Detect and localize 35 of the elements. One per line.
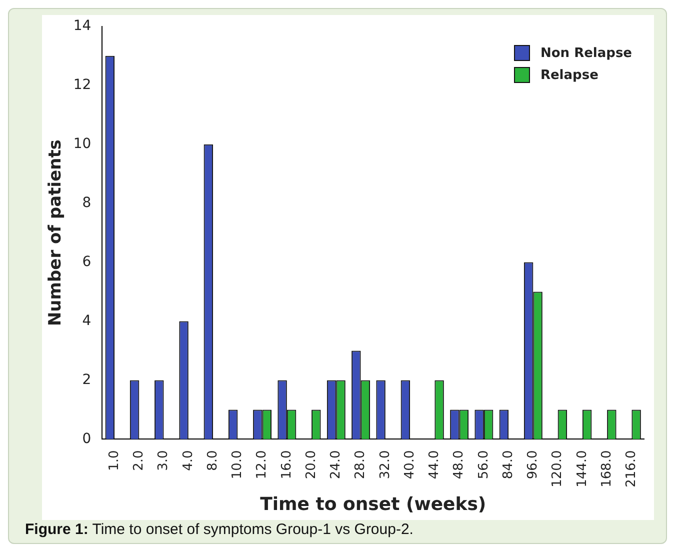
x-tick-label: 24.0 xyxy=(328,450,344,480)
legend-label: Relapse xyxy=(540,68,598,82)
caption: Figure 1: Time to onset of symptoms Group-1 vs Group-2. xyxy=(25,521,414,538)
x-tick-label: 12.0 xyxy=(254,450,270,480)
x-tick-label: 40.0 xyxy=(402,450,418,480)
y-tick-label: 8 xyxy=(82,194,92,211)
x-tick-label: 56.0 xyxy=(476,450,492,480)
y-tick-label: 0 xyxy=(82,430,92,447)
x-axis-title: Time to onset (weeks) xyxy=(260,494,486,515)
y-tick-label: 2 xyxy=(82,372,92,388)
x-tick-label: 28.0 xyxy=(353,450,368,480)
x-tick-label: 16.0 xyxy=(279,450,294,480)
x-tick-label: 216.0 xyxy=(624,450,640,488)
y-tick-label: 12 xyxy=(73,77,92,94)
x-tick-label: 84.0 xyxy=(500,450,516,480)
x-tick-label: 3.0 xyxy=(156,450,172,471)
y-tick-label: 14 xyxy=(73,18,92,34)
legend-label: Non Relapse xyxy=(540,46,632,60)
x-tick-label: 144.0 xyxy=(574,450,590,488)
x-tick-label: 120.0 xyxy=(550,450,566,488)
x-tick-label: 32.0 xyxy=(378,450,393,480)
x-tick-label: 10.0 xyxy=(230,450,246,480)
x-tick-label: 48.0 xyxy=(452,450,467,480)
x-tick-label: 1.0 xyxy=(106,450,122,471)
x-tick-label: 168.0 xyxy=(599,450,614,488)
x-tick-label: 20.0 xyxy=(304,450,319,480)
y-tick-label: 10 xyxy=(73,136,92,152)
x-tick-label: 8.0 xyxy=(205,450,220,471)
x-tick-label: 96.0 xyxy=(526,450,541,480)
x-tick-label: 2.0 xyxy=(132,450,147,471)
x-tick-label: 44.0 xyxy=(427,450,442,480)
y-tick-label: 4 xyxy=(82,312,92,329)
y-tick-label: 6 xyxy=(82,254,92,270)
y-axis-title: Number of patients xyxy=(46,140,66,326)
x-tick-label: 4.0 xyxy=(180,450,196,471)
